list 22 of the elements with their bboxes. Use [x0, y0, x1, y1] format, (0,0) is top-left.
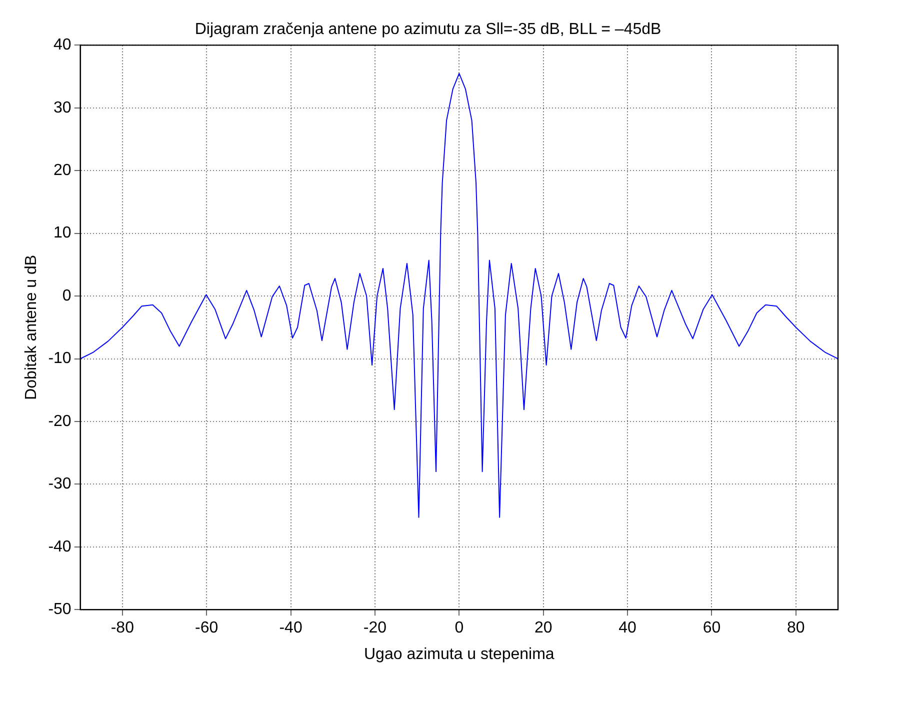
y-tick-label: 0 [62, 287, 72, 304]
y-tick-label: 30 [54, 99, 72, 116]
x-tick-label: -20 [363, 620, 387, 637]
y-tick-label: -50 [48, 601, 72, 618]
x-tick-label: 20 [534, 620, 552, 637]
x-tick-label: -80 [110, 620, 134, 637]
chart-title: Dijagram zračenja antene po azimutu za Sll=-35 dB, BLL = –45dB [194, 21, 662, 38]
y-axis-title: Dobitak antene u dB [23, 254, 40, 400]
x-tick-label: 0 [454, 620, 464, 637]
y-tick-label: 20 [54, 162, 72, 180]
x-axis-title: Ugao azimuta u stepenima [364, 646, 554, 663]
x-tick-label: 40 [618, 620, 637, 637]
x-tick-label: 80 [787, 620, 805, 637]
y-tick-label: 40 [54, 36, 72, 54]
y-tick-label: -20 [48, 412, 72, 430]
y-tick-label: -30 [48, 476, 72, 493]
x-tick-label: -40 [279, 620, 302, 637]
x-tick-label: -60 [195, 620, 218, 637]
y-tick-label: 10 [54, 224, 72, 242]
y-tick-label: -10 [48, 350, 72, 368]
x-tick-label: 60 [702, 620, 721, 637]
y-tick-label: -40 [48, 538, 72, 556]
